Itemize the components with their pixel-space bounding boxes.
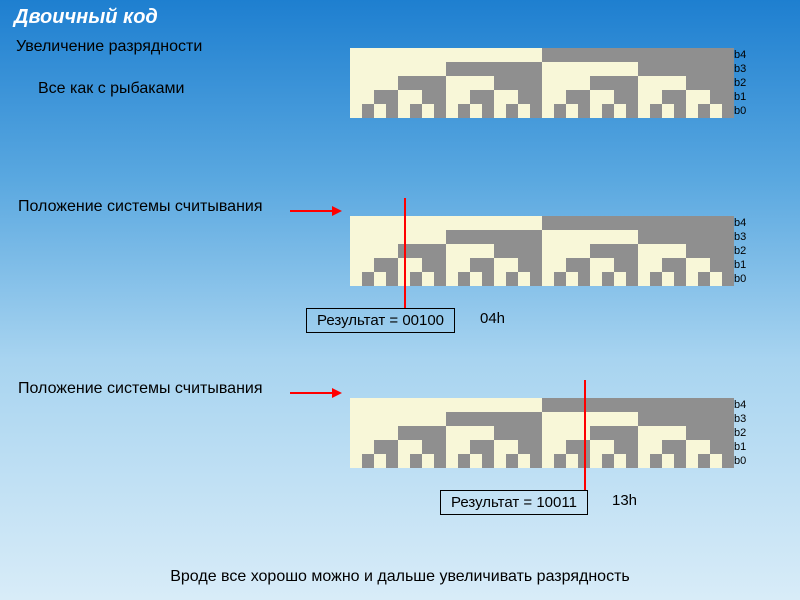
bit-label: b3 bbox=[734, 412, 746, 426]
result-box-2: Результат = 10011 bbox=[440, 490, 588, 515]
bit-label: b4 bbox=[734, 398, 746, 412]
bit-label: b1 bbox=[734, 258, 746, 272]
bit-label: b1 bbox=[734, 440, 746, 454]
bit-label: b3 bbox=[734, 62, 746, 76]
bit-label: b0 bbox=[734, 454, 746, 468]
encoder-diagram-2: b4b3b2b1b0 bbox=[350, 216, 746, 286]
readpos1-text: Положение системы считывания bbox=[18, 198, 263, 216]
hex-label-1: 04h bbox=[480, 310, 505, 327]
bit-label: b0 bbox=[734, 104, 746, 118]
readpos2-text: Положение системы считывания bbox=[18, 380, 263, 398]
bit-label: b3 bbox=[734, 230, 746, 244]
hex-label-2: 13h bbox=[612, 492, 637, 509]
encoder-diagram-1: b4b3b2b1b0 bbox=[350, 48, 746, 118]
bit-label: b4 bbox=[734, 216, 746, 230]
bit-label: b2 bbox=[734, 244, 746, 258]
encoder-diagram-3: b4b3b2b1b0 bbox=[350, 398, 746, 468]
arrow-icon-1 bbox=[290, 200, 342, 221]
arrow-icon-2 bbox=[290, 382, 342, 403]
fishermen-text: Все как с рыбаками bbox=[38, 80, 184, 98]
bit-label: b2 bbox=[734, 426, 746, 440]
bit-label: b2 bbox=[734, 76, 746, 90]
read-position-line-1 bbox=[404, 198, 406, 308]
read-position-line-2 bbox=[584, 380, 586, 490]
bit-label: b1 bbox=[734, 90, 746, 104]
subtitle-text: Увеличение разрядности bbox=[16, 38, 202, 56]
bit-label: b4 bbox=[734, 48, 746, 62]
page-title: Двоичный код bbox=[0, 0, 800, 35]
result-box-1: Результат = 00100 bbox=[306, 308, 455, 333]
bottom-text: Вроде все хорошо можно и дальше увеличив… bbox=[0, 568, 800, 586]
bit-label: b0 bbox=[734, 272, 746, 286]
